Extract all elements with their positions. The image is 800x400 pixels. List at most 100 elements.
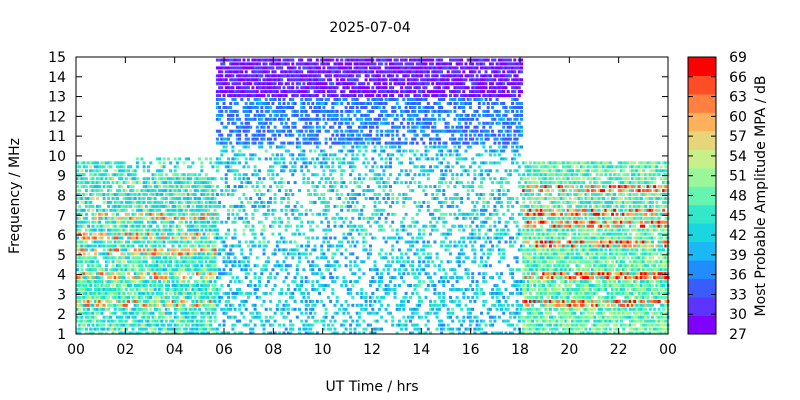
heatmap-point (326, 157, 330, 161)
heatmap-point (100, 224, 104, 228)
heatmap-point (187, 224, 190, 228)
heatmap-point (342, 133, 346, 137)
heatmap-point (402, 295, 406, 299)
heatmap-point (246, 181, 250, 185)
heatmap-point (351, 149, 355, 153)
heatmap-point (149, 327, 153, 331)
heatmap-point (402, 264, 406, 268)
heatmap-point (91, 260, 95, 264)
heatmap-point (389, 189, 392, 193)
heatmap-point (229, 141, 233, 145)
heatmap-point (262, 323, 266, 327)
heatmap-point (351, 236, 355, 240)
heatmap-point (382, 228, 386, 232)
heatmap-point (76, 284, 79, 287)
heatmap-point (98, 181, 102, 185)
heatmap-point (351, 240, 355, 244)
heatmap-point (160, 240, 164, 244)
heatmap-point (227, 86, 230, 90)
heatmap-point (324, 200, 328, 204)
heatmap-point (167, 236, 170, 240)
heatmap-point (295, 86, 299, 90)
heatmap-point (264, 212, 268, 216)
heatmap-point (355, 311, 359, 315)
heatmap-point (213, 228, 217, 232)
heatmap-point (153, 315, 157, 319)
heatmap-point (96, 204, 99, 208)
heatmap-point (202, 224, 206, 228)
heatmap-point (338, 161, 341, 165)
heatmap-point (409, 189, 412, 193)
heatmap-point (329, 117, 333, 121)
heatmap-point (191, 260, 195, 264)
heatmap-point (93, 311, 97, 315)
heatmap-point (304, 86, 308, 90)
heatmap-point (302, 173, 306, 177)
heatmap-point (200, 319, 204, 323)
heatmap-point (120, 272, 124, 276)
heatmap-point (244, 145, 248, 149)
heatmap-point (169, 288, 173, 291)
heatmap-point (133, 216, 137, 220)
heatmap-point (120, 291, 124, 295)
heatmap-point (193, 185, 197, 189)
heatmap-point (207, 212, 210, 216)
heatmap-point (373, 161, 377, 165)
heatmap-point (187, 295, 190, 299)
heatmap-point (140, 311, 144, 315)
heatmap-point (89, 272, 93, 276)
heatmap-point (384, 181, 388, 185)
heatmap-point (333, 113, 337, 117)
heatmap-point (204, 276, 208, 280)
heatmap-point (149, 256, 153, 260)
heatmap-point (127, 291, 131, 295)
heatmap-point (346, 66, 350, 70)
heatmap-point (282, 197, 286, 200)
heatmap-point (238, 70, 242, 74)
heatmap-point (218, 133, 222, 137)
heatmap-point (258, 121, 261, 125)
heatmap-point (349, 288, 353, 291)
heatmap-point (107, 193, 111, 196)
heatmap-point (175, 252, 179, 256)
heatmap-point (235, 133, 239, 137)
heatmap-point (184, 256, 188, 260)
heatmap-point (113, 327, 117, 331)
heatmap-point (298, 288, 301, 291)
heatmap-point (135, 204, 139, 208)
heatmap-point (76, 232, 79, 236)
heatmap-point (187, 288, 190, 291)
heatmap-point (266, 189, 270, 193)
heatmap-point (357, 315, 361, 319)
heatmap-point (229, 66, 233, 70)
heatmap-point (260, 102, 264, 105)
heatmap-point (231, 327, 235, 331)
heatmap-point (351, 303, 355, 307)
heatmap-point (340, 169, 344, 173)
heatmap-point (116, 268, 119, 272)
heatmap-point (124, 311, 128, 315)
heatmap-point (202, 268, 206, 272)
heatmap-point (371, 141, 375, 145)
heatmap-point (193, 280, 197, 284)
heatmap-point (280, 109, 284, 113)
heatmap-point (102, 315, 106, 319)
heatmap-point (122, 307, 126, 311)
heatmap-point (382, 149, 386, 153)
heatmap-point (207, 197, 210, 200)
heatmap-point (291, 295, 295, 299)
heatmap-point (322, 252, 326, 256)
heatmap-point (331, 165, 335, 169)
heatmap-point (138, 272, 142, 276)
heatmap-point (227, 295, 230, 299)
heatmap-point (80, 181, 84, 185)
heatmap-point (291, 86, 295, 90)
heatmap-point (220, 331, 224, 335)
heatmap-point (133, 303, 137, 307)
heatmap-point (240, 94, 244, 98)
heatmap-point (304, 125, 308, 129)
heatmap-point (402, 193, 406, 196)
heatmap-point (131, 280, 135, 284)
heatmap-point (258, 133, 261, 137)
heatmap-point (273, 74, 277, 78)
